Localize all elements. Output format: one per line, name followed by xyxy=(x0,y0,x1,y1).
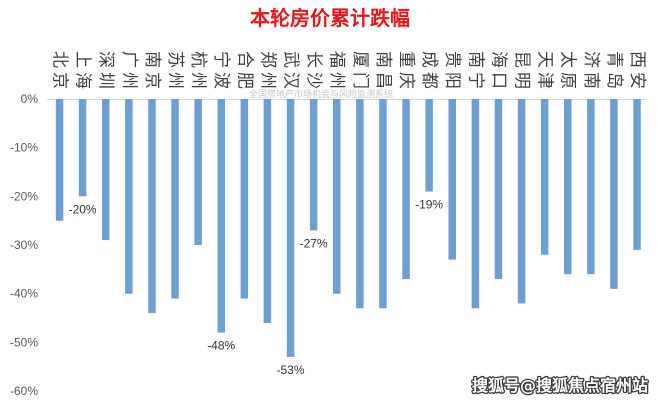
category-label: 广州 xyxy=(119,51,139,93)
category-label: 成都 xyxy=(419,51,439,93)
data-label: -27% xyxy=(300,236,328,250)
bar-25 xyxy=(610,99,618,289)
bar-26 xyxy=(633,99,641,250)
category-label: 长沙 xyxy=(304,51,324,93)
data-label: -48% xyxy=(207,339,235,353)
category-label: 武汉 xyxy=(281,51,301,93)
bar-16 xyxy=(402,99,410,280)
category-label: 天津 xyxy=(535,51,555,93)
bar-21 xyxy=(517,99,526,304)
y-tick-label: -40% xyxy=(10,287,38,301)
bar-3 xyxy=(102,99,110,241)
category-label: 厦门 xyxy=(350,51,370,93)
bar-15 xyxy=(379,99,387,309)
y-tick-label: -20% xyxy=(10,189,38,203)
watermark-text: 全国房地产市场机会与风险监测系统 xyxy=(249,88,393,100)
bar-17 xyxy=(425,99,433,192)
y-tick-label: -30% xyxy=(10,238,38,252)
y-tick-label: -50% xyxy=(10,335,38,349)
bar-1 xyxy=(55,99,64,221)
data-label: -19% xyxy=(415,198,443,212)
category-label: 郑州 xyxy=(257,51,277,93)
bar-20 xyxy=(494,99,503,280)
bar-8 xyxy=(217,99,225,333)
category-label: 青岛 xyxy=(604,51,624,93)
category-label: 宁波 xyxy=(211,51,231,93)
data-label: -20% xyxy=(69,202,97,216)
bar-11 xyxy=(286,99,295,357)
bar-9 xyxy=(240,99,249,299)
y-axis-tick-labels: 0% -10% -20% -30% -40% -50% -60% xyxy=(10,92,38,398)
category-label: 昆明 xyxy=(512,51,532,93)
category-label: 合肥 xyxy=(234,51,254,93)
category-label: 贵阳 xyxy=(442,51,462,93)
data-labels: -20% -48% -53% -27% -19% xyxy=(69,198,444,377)
category-label: 北京 xyxy=(50,51,70,93)
category-label: 深圳 xyxy=(96,51,116,93)
category-label: 杭州 xyxy=(188,51,208,93)
bar-2 xyxy=(78,99,87,197)
bar-4 xyxy=(125,99,133,294)
bar-13 xyxy=(333,99,341,294)
category-label: 福州 xyxy=(327,51,347,93)
bar-10 xyxy=(263,99,272,323)
category-label: 南宁 xyxy=(465,51,485,93)
bar-24 xyxy=(587,99,595,275)
category-label: 重庆 xyxy=(396,51,416,93)
y-tick-label: -10% xyxy=(10,141,38,155)
bar-22 xyxy=(540,99,549,255)
y-tick-label: 0% xyxy=(21,92,39,106)
category-label: 上海 xyxy=(73,51,93,93)
category-label: 济南 xyxy=(581,51,601,93)
bar-18 xyxy=(448,99,456,260)
category-label: 南昌 xyxy=(373,51,393,93)
category-labels: 北京 上海 深圳 广州 南京 苏州 杭州 宁波 合肥 郑州 武汉 长沙 福州 厦门 南昌 重庆 成都 贵阳 南宁 海口… xyxy=(50,51,648,93)
category-label: 南京 xyxy=(142,51,162,93)
bar-5 xyxy=(148,99,156,314)
category-label: 海口 xyxy=(488,51,508,93)
bar-14 xyxy=(356,99,364,309)
bar-12 xyxy=(309,99,318,231)
bar-6 xyxy=(171,99,179,299)
bar-23 xyxy=(564,99,572,275)
y-tick-label: -60% xyxy=(10,384,38,398)
bars xyxy=(55,99,641,357)
category-label: 西安 xyxy=(627,51,647,93)
bar-19 xyxy=(471,99,480,309)
data-label: -53% xyxy=(276,363,304,377)
category-label: 苏州 xyxy=(165,51,185,93)
bar-7 xyxy=(194,99,202,245)
credit-watermark: 搜狐号@搜狐焦点宿州站 xyxy=(472,376,648,395)
chart-title: 本轮房价累计跌幅 xyxy=(250,6,410,30)
category-label: 太原 xyxy=(558,51,578,93)
